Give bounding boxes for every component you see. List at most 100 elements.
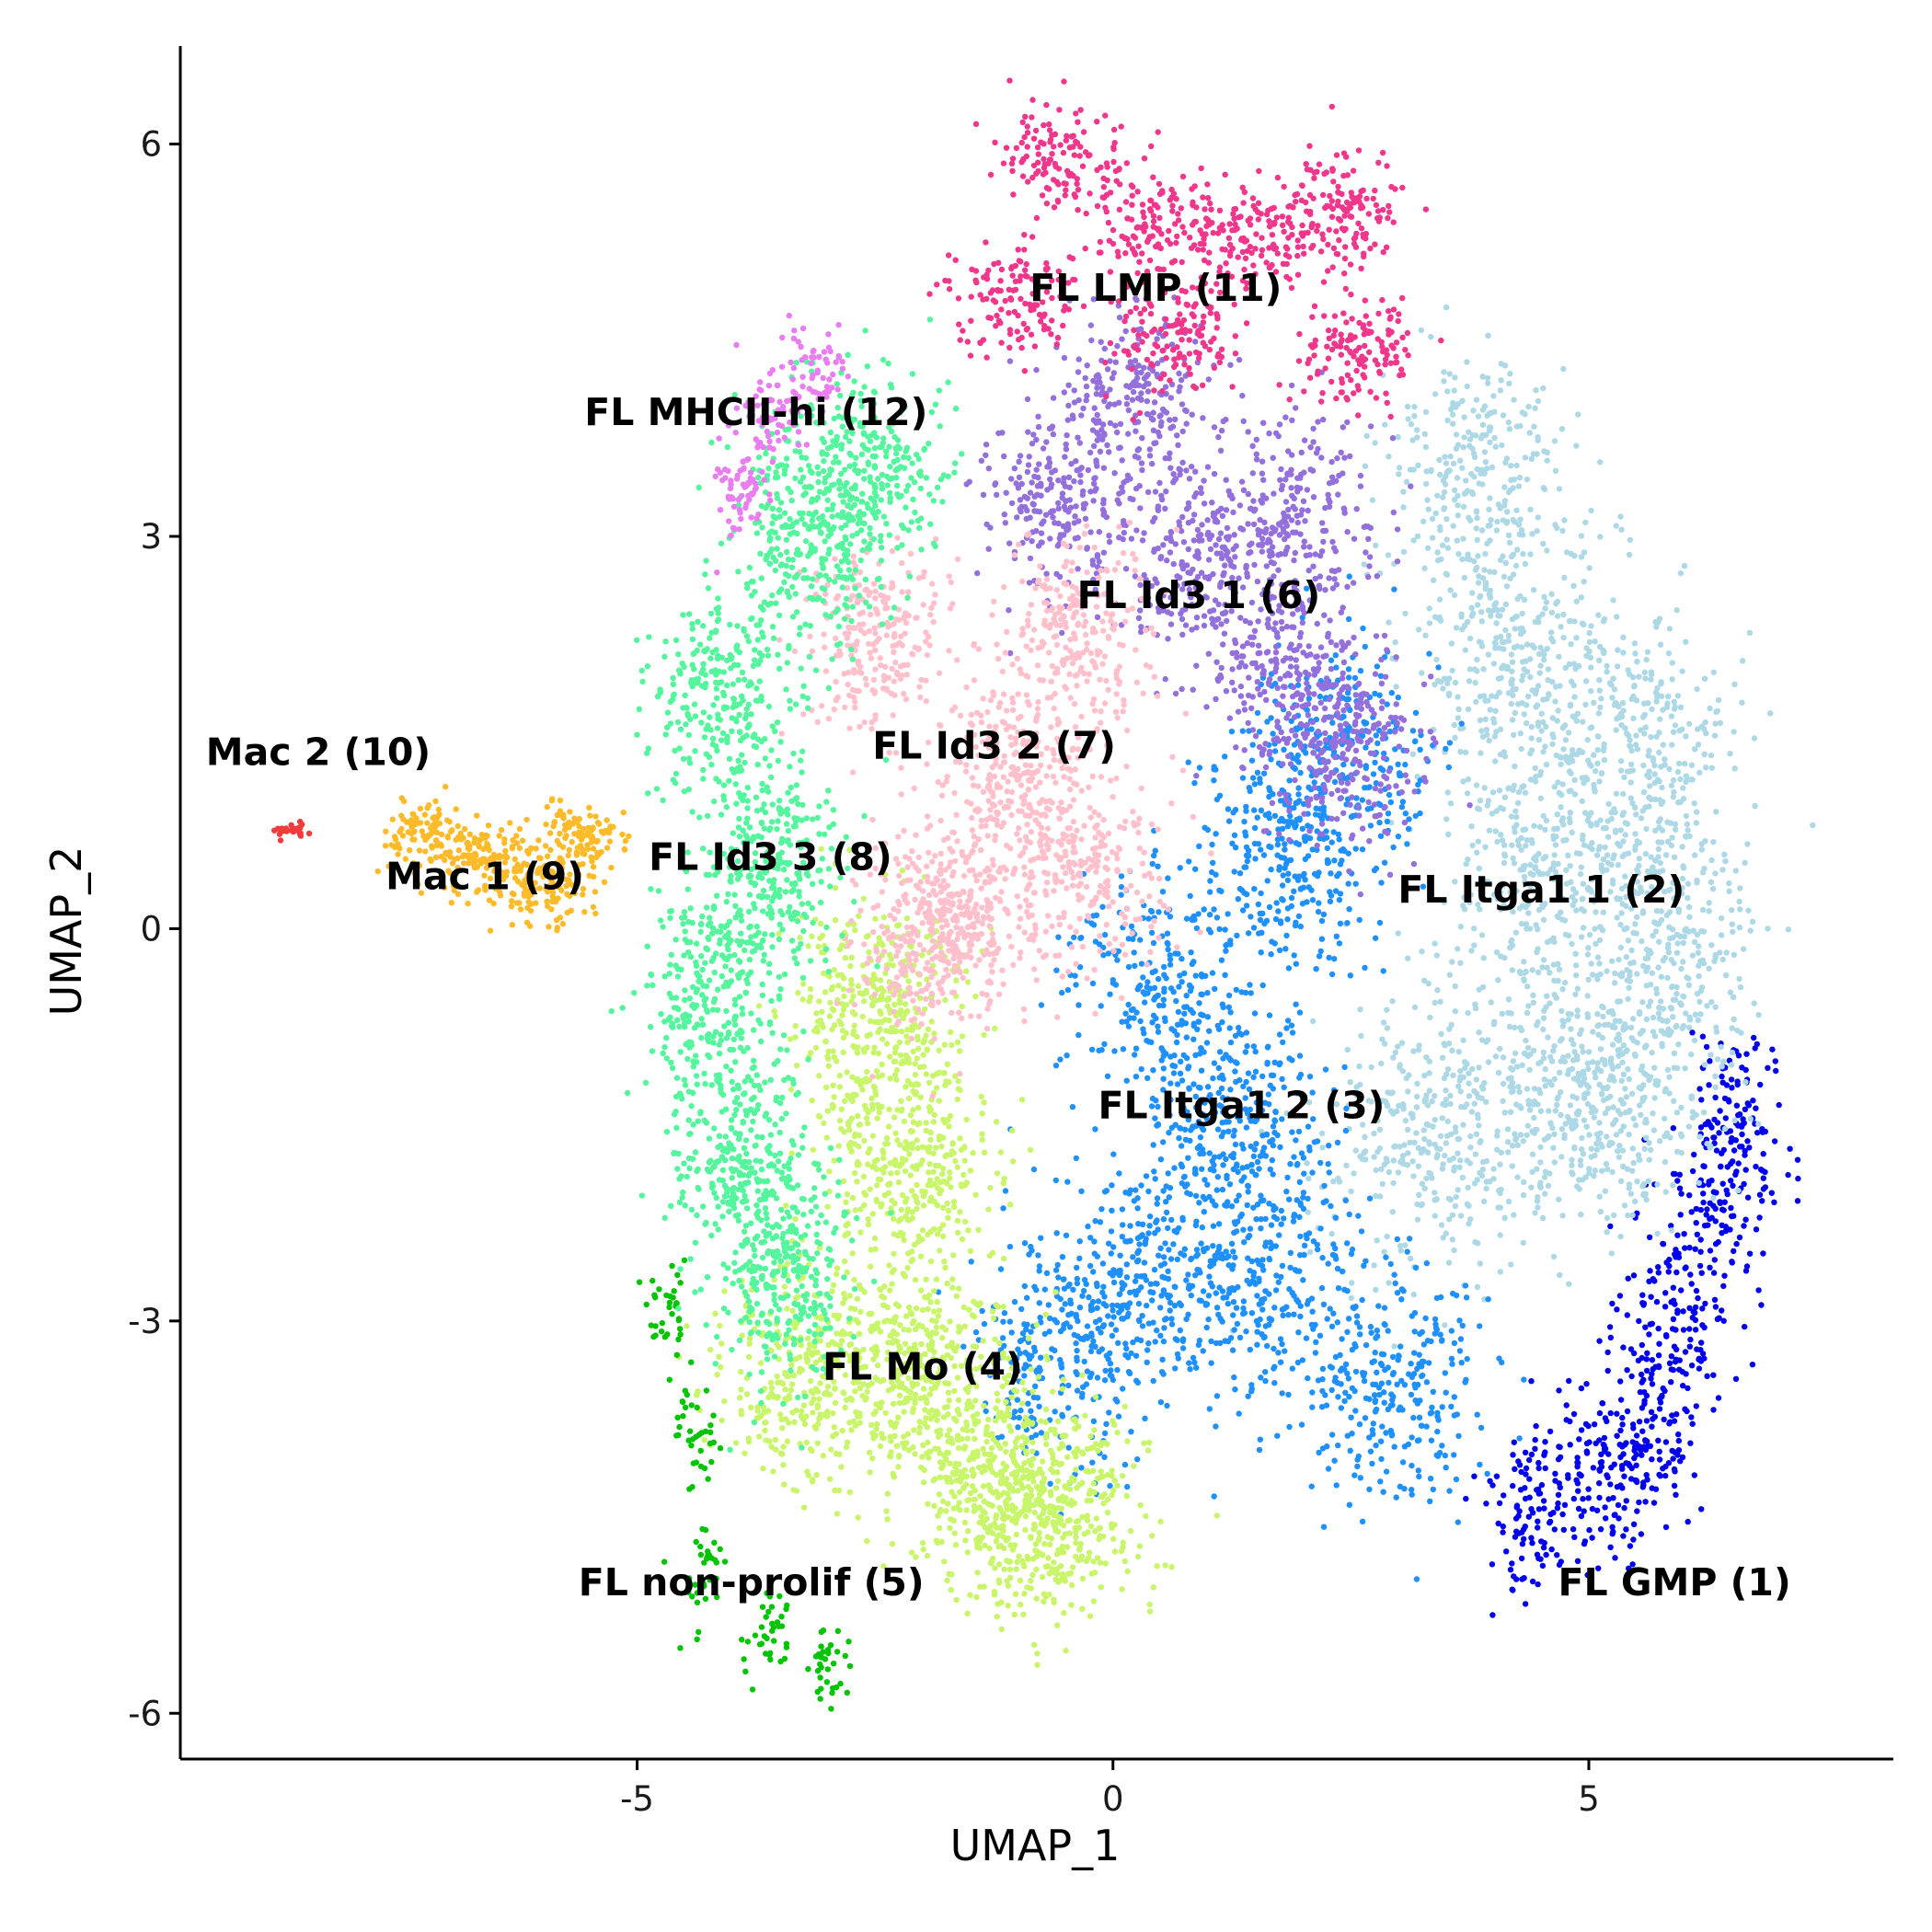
data-point <box>1698 1506 1705 1512</box>
data-point <box>1528 735 1535 742</box>
data-point <box>1193 1218 1200 1225</box>
data-point <box>1444 680 1451 686</box>
data-point <box>1586 1170 1593 1177</box>
data-point <box>1149 860 1156 868</box>
data-point <box>1191 779 1198 787</box>
data-point <box>1498 953 1504 960</box>
data-point <box>1198 1011 1204 1018</box>
data-point <box>1662 1088 1669 1095</box>
data-point <box>1604 1166 1611 1173</box>
data-point <box>1634 1508 1640 1514</box>
data-point <box>1267 1239 1273 1246</box>
data-point <box>1631 1455 1638 1462</box>
data-point <box>1525 403 1532 410</box>
data-point <box>1014 1397 1021 1403</box>
data-point <box>1656 749 1662 756</box>
data-point <box>1092 938 1099 945</box>
data-point <box>1532 1436 1538 1443</box>
data-point <box>1309 1169 1316 1176</box>
data-point <box>1652 928 1660 935</box>
data-point <box>1615 1147 1621 1155</box>
data-point <box>1730 1158 1736 1165</box>
data-point <box>1600 1013 1606 1020</box>
data-point <box>1712 951 1719 959</box>
data-point <box>1276 947 1283 954</box>
data-point <box>1631 640 1639 647</box>
data-point <box>1720 1207 1727 1213</box>
data-point <box>1731 1248 1737 1255</box>
data-point <box>1232 1254 1238 1260</box>
data-point <box>1513 888 1520 894</box>
data-point <box>1698 1097 1705 1103</box>
data-point <box>1405 955 1411 961</box>
data-point <box>1744 841 1751 847</box>
data-point <box>1489 1561 1496 1568</box>
data-point <box>1421 1072 1428 1079</box>
data-point <box>1547 1121 1554 1127</box>
data-point <box>1710 839 1717 845</box>
data-point <box>1312 1350 1319 1356</box>
data-point <box>1161 1015 1168 1021</box>
data-point <box>1723 1082 1731 1088</box>
data-point <box>1116 1291 1123 1298</box>
data-point <box>1508 553 1515 560</box>
data-point <box>1689 1114 1696 1121</box>
data-point <box>1558 1036 1565 1042</box>
data-point <box>1547 937 1554 944</box>
data-point <box>1438 1030 1444 1038</box>
data-point <box>1208 1360 1214 1366</box>
data-point <box>1623 1094 1630 1100</box>
data-point <box>1680 993 1686 1000</box>
data-point <box>1668 842 1675 849</box>
data-point <box>1636 1008 1643 1016</box>
data-point <box>1344 1046 1351 1053</box>
data-point <box>1052 1317 1058 1323</box>
data-point <box>1555 1456 1562 1463</box>
data-point <box>1375 1303 1382 1309</box>
data-point <box>1487 569 1493 575</box>
data-point <box>1225 1300 1232 1307</box>
data-point <box>1258 890 1264 897</box>
data-point <box>1440 685 1446 692</box>
data-point <box>1657 859 1664 867</box>
data-point <box>1599 1144 1605 1150</box>
data-point <box>1423 1379 1431 1386</box>
data-point <box>1521 977 1527 984</box>
data-point <box>1595 1031 1602 1038</box>
data-point <box>1178 1250 1184 1257</box>
data-point <box>1646 1003 1652 1009</box>
data-point <box>1696 1262 1704 1270</box>
data-point <box>1313 966 1319 972</box>
data-point <box>1646 803 1652 810</box>
data-point <box>1198 991 1204 998</box>
data-point <box>1419 1180 1426 1187</box>
data-point <box>1433 656 1440 663</box>
data-point <box>1373 1167 1379 1174</box>
data-point <box>1645 1178 1651 1185</box>
data-point <box>1399 1153 1407 1159</box>
data-point <box>1476 806 1483 812</box>
data-point <box>1636 1443 1642 1450</box>
data-point <box>1196 1200 1202 1206</box>
data-point <box>1452 1008 1459 1015</box>
data-point <box>1505 996 1512 1003</box>
data-point <box>1706 908 1712 914</box>
data-point <box>1245 930 1252 937</box>
data-point <box>1346 573 1352 580</box>
data-point <box>1388 1431 1396 1438</box>
data-point <box>1599 1034 1606 1041</box>
data-point <box>1505 1009 1512 1017</box>
data-point <box>1607 1481 1614 1488</box>
data-point <box>1248 1382 1255 1388</box>
data-point <box>1541 1539 1547 1547</box>
data-point <box>1406 1236 1413 1242</box>
data-point <box>1609 1524 1616 1531</box>
data-point <box>1670 776 1677 784</box>
data-point <box>1584 951 1592 958</box>
data-point <box>1679 1025 1685 1031</box>
data-point <box>1324 1316 1330 1322</box>
data-point <box>1642 724 1649 730</box>
data-point <box>1526 1066 1533 1074</box>
data-point <box>1326 954 1332 961</box>
data-point <box>1456 1348 1464 1354</box>
